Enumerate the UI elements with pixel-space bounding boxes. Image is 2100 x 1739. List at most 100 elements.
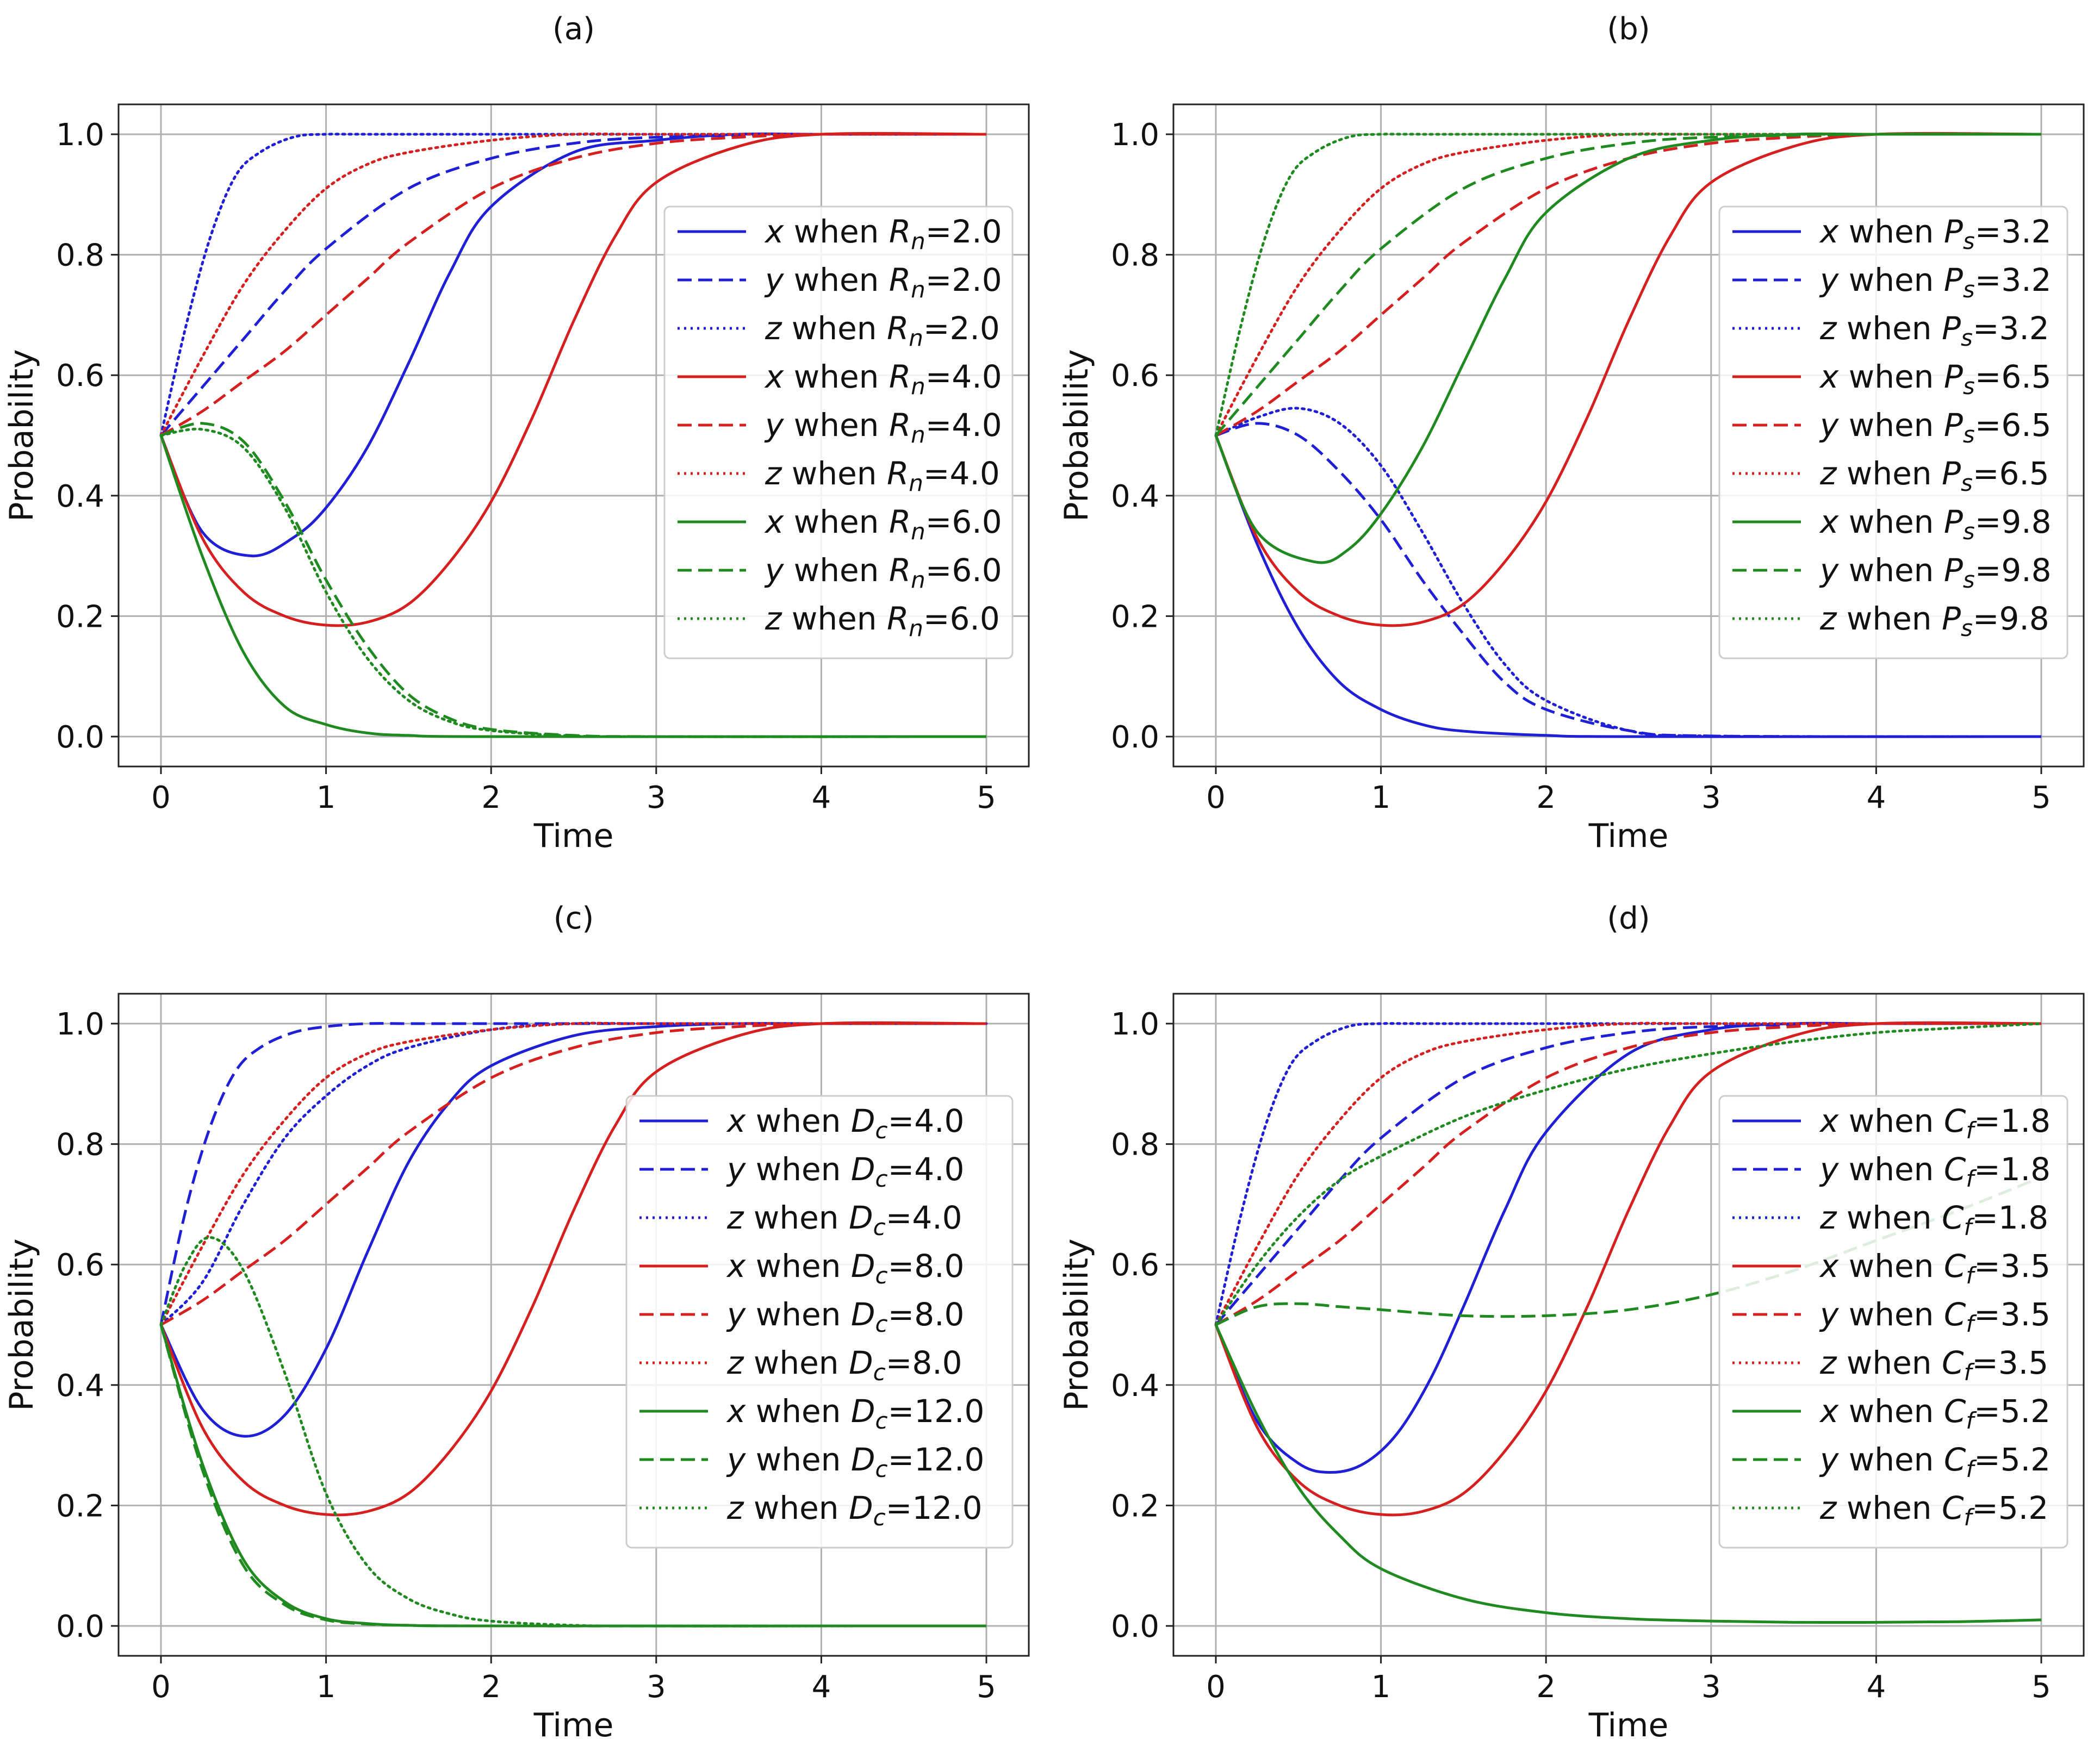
x-tick-label: 4 <box>812 1669 831 1705</box>
x-tick-label: 1 <box>316 1669 336 1705</box>
x-tick-label: 5 <box>977 780 996 815</box>
legend-label: y when Dc=12.0 <box>726 1441 984 1482</box>
legend-when: when <box>745 1102 851 1139</box>
legend-label: x when Cf=5.2 <box>1819 1393 2051 1434</box>
legend-value: =1.8 <box>1974 1102 2051 1139</box>
legend-label: x when Ps=3.2 <box>1819 213 2052 254</box>
legend-when: when <box>745 1248 851 1285</box>
x-tick-label: 5 <box>2031 1669 2051 1705</box>
legend-param-sub: n <box>911 421 925 448</box>
legend-when: when <box>1836 1489 1942 1526</box>
legend-when: when <box>743 1199 849 1236</box>
series-x-Rn4.0-line <box>159 132 987 627</box>
legend-value: =4.0 <box>888 1151 965 1188</box>
legend-param-sub: c <box>873 1504 886 1531</box>
legend-when: when <box>784 503 889 540</box>
legend-value: =5.2 <box>1974 1441 2051 1478</box>
series-z-Ps9.8-line <box>1214 133 2043 437</box>
series-z-Cf5.2-line <box>1214 1022 2043 1326</box>
legend-param: P <box>1942 310 1961 347</box>
legend-label: z when Cf=3.5 <box>1819 1344 2048 1386</box>
legend-value: =6.5 <box>1975 407 2052 444</box>
series-z-Cf1.8-line <box>1214 1022 2043 1326</box>
legend-param: P <box>1944 261 1963 298</box>
x-tick-label: 4 <box>1867 1669 1886 1705</box>
y-tick-label: 0.2 <box>1111 1488 1159 1524</box>
chart-panel-b: (b) 0 1 2 3 4 5 0.0 0.2 0.4 0.6 0.8 1.0 Time Probabili… <box>1058 11 2085 855</box>
legend-when: when <box>1838 1296 1944 1333</box>
legend-var: z <box>1819 1489 1837 1526</box>
legend-value: =12.0 <box>886 1489 983 1526</box>
legend-value: =1.8 <box>1972 1199 2048 1236</box>
series-x-Dc8.0-line <box>159 1021 987 1517</box>
legend-when: when <box>745 1296 851 1333</box>
legend-param-sub: n <box>909 325 923 351</box>
legend-when: when <box>781 455 887 492</box>
legend-when: when <box>1836 455 1942 492</box>
legend-var: y <box>1819 1296 1839 1333</box>
legend-label: y when Ps=3.2 <box>1819 261 2052 303</box>
series-z-Dc12.0-line <box>159 1236 988 1628</box>
y-axis-label: Probability <box>3 1238 41 1411</box>
legend-when: when <box>743 1489 849 1526</box>
legend-var: x <box>726 1248 746 1285</box>
y-axis-label: Probability <box>1058 349 1096 521</box>
series-z-Rn4.0-line <box>159 132 988 437</box>
legend-when: when <box>1838 552 1944 589</box>
legend-value: =5.2 <box>1974 1393 2051 1430</box>
legend-param-sub: s <box>1963 518 1975 545</box>
legend-when: when <box>743 1344 849 1381</box>
y-tick-label: 0.4 <box>56 1368 104 1404</box>
legend-param-sub: c <box>873 1214 886 1241</box>
legend-box <box>663 205 1014 659</box>
plot-frame <box>1172 993 2085 1657</box>
legend-label: y when Cf=1.8 <box>1819 1151 2051 1192</box>
legend-label: y when Dc=4.0 <box>726 1151 964 1192</box>
series-y-Ps6.5-line <box>1215 133 2042 437</box>
series-z-Dc4.0-line <box>159 1021 988 1326</box>
legend-label: x when Cf=3.5 <box>1819 1248 2051 1289</box>
legend-var: x <box>1819 1248 1839 1285</box>
series-y-Dc8.0-line <box>160 1022 987 1326</box>
legend-value: =9.8 <box>1973 600 2049 637</box>
legend-when: when <box>781 310 887 347</box>
x-tick-label: 1 <box>1371 1669 1391 1705</box>
legend-param: C <box>1944 1102 1966 1139</box>
legend-var: y <box>1819 1151 1839 1188</box>
legend-when: when <box>784 552 889 589</box>
legend-when: when <box>1838 1102 1944 1139</box>
x-tick-label: 1 <box>1371 780 1391 815</box>
x-tick-label: 0 <box>151 1669 171 1705</box>
y-tick-label: 1.0 <box>1111 117 1159 153</box>
y-tick-label: 0.0 <box>56 1609 104 1644</box>
legend-param: R <box>889 261 911 298</box>
legend: x when Cf=1.8 y when Cf=1.8 z when Cf=1.8 x… <box>1718 1095 2068 1549</box>
legend-when: when <box>1838 1151 1944 1188</box>
x-tick-label: 3 <box>647 780 666 815</box>
legend-param-sub: s <box>1963 566 1975 593</box>
legend-value: =4.0 <box>925 358 1002 395</box>
legend-param: C <box>1944 1248 1966 1285</box>
legend-param: C <box>1944 1393 1966 1430</box>
series-y-Cf3.5-line <box>1215 1022 2042 1326</box>
legend-when: when <box>1838 358 1944 395</box>
legend-label: z when Dc=8.0 <box>726 1344 962 1386</box>
legend-param-sub: n <box>909 470 923 496</box>
legend-value: =12.0 <box>888 1393 985 1430</box>
legend-var: z <box>1819 1344 1837 1381</box>
legend-label: x when Dc=12.0 <box>726 1393 984 1434</box>
legend-param: R <box>889 213 911 250</box>
legend-when: when <box>1838 213 1944 250</box>
legend-var: x <box>1819 1102 1839 1139</box>
legend-var: x <box>764 213 784 250</box>
chart-panel-c: (c) 0 1 2 3 4 5 0.0 0.2 0.4 0.6 0.8 1.0 Time Probabili… <box>3 901 1030 1739</box>
legend-value: =6.5 <box>1975 358 2052 395</box>
legend-param: C <box>1944 1151 1966 1188</box>
legend-value: =8.0 <box>888 1296 965 1333</box>
x-tick-label: 5 <box>977 1669 996 1705</box>
legend-var: z <box>726 1344 744 1381</box>
series-group <box>1214 1021 2043 1624</box>
legend-param-sub: s <box>1961 325 1973 351</box>
x-tick-label: 4 <box>1867 780 1886 815</box>
legend-label: y when Ps=9.8 <box>1819 552 2052 593</box>
